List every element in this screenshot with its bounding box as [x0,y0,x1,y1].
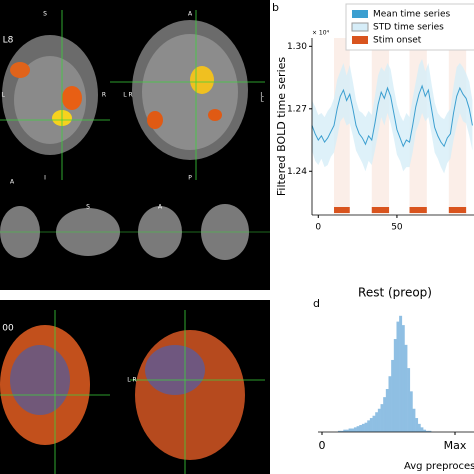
hist-bar [383,397,387,432]
y-axis-label: Filtered BOLD time series [275,57,288,197]
coronal-map [10,345,70,415]
stim-onset [334,207,350,213]
hist-bar [409,391,413,432]
hist-bar [388,376,392,432]
hist-bar [367,420,371,432]
legend-label: STD time series [373,23,444,33]
y-tick-label: 1.27 [287,104,307,114]
orientation-label: L8 [3,36,14,46]
legend-label: Mean time series [373,10,451,20]
hist-bar [375,412,379,432]
stim-onset [371,207,390,213]
activation [147,111,163,129]
orientation-label: L [1,92,5,99]
hist-bar [361,423,365,432]
orientation-label: L R [123,92,132,99]
orientation-label: L R [127,377,136,384]
hist-bar [407,368,411,432]
stim-onset [409,207,427,213]
legend-swatch [352,10,368,18]
orientation-label: A [158,204,163,211]
x-tick-label: Max [444,439,467,452]
hist-bar [404,344,408,432]
axial-map [145,345,205,395]
hist-bar [356,426,360,432]
hist-bar [399,315,403,432]
orientation-label: 00 [2,324,14,334]
x-tick-label: 50 [391,223,403,233]
hist-bar [385,389,389,432]
orientation-label: R [102,92,106,99]
hist-bar [420,427,424,432]
y-tick-label: 1.24 [287,167,307,177]
axial-tissue [142,34,238,150]
hist-bar [353,427,357,432]
panel-label: d [313,297,320,310]
hist-bar [364,422,368,432]
hist-bar [377,408,381,432]
hist-bar [359,425,363,432]
activation [62,86,82,110]
legend-label: Stim onset [373,36,422,46]
orientation-label: L [260,97,264,104]
hist-bar [343,429,347,432]
orientation-label: P [188,175,192,182]
panel-label: b [272,1,279,14]
activation [208,109,222,121]
hist-bar [396,321,400,432]
hist-bar [428,430,432,432]
hist-bar [417,423,421,432]
activation [190,66,214,94]
hist-bar [345,429,349,432]
orientation-label: S [43,11,47,18]
hist-bar [401,325,405,432]
legend-swatch [352,36,368,44]
panel-a [0,0,270,290]
panel-c [0,300,270,474]
hist-bar [337,430,341,432]
hist-bar [348,428,352,432]
orientation-label: L [260,92,264,99]
legend-swatch [351,22,369,32]
hist-bar [423,429,427,432]
x-tick-label: 0 [319,439,326,452]
hist-bar [351,428,355,432]
hist-bar [372,415,376,432]
exponent-label: × 10⁴ [312,30,330,37]
orientation-label: A [188,11,193,18]
hist-bar [340,430,344,432]
hist-bar [391,359,395,432]
hist-title: Rest (preop) [358,286,432,300]
y-tick-label: 1.30 [287,42,307,52]
hist-bar [412,408,416,432]
stim-onset [448,207,467,213]
x-tick-label: 0 [315,223,321,233]
orientation-label: S [86,204,90,211]
orientation-label: A [10,179,15,186]
mean-line [311,84,473,148]
orientation-label: I [44,175,46,182]
std-band [312,58,473,174]
activation [10,62,30,78]
hist-bar [415,418,419,432]
hist-bar [369,418,373,432]
hist-bar [380,404,384,432]
hist-bar [425,430,429,432]
x-axis-label: Avg preproces [404,461,474,472]
hist-bar [393,339,397,432]
